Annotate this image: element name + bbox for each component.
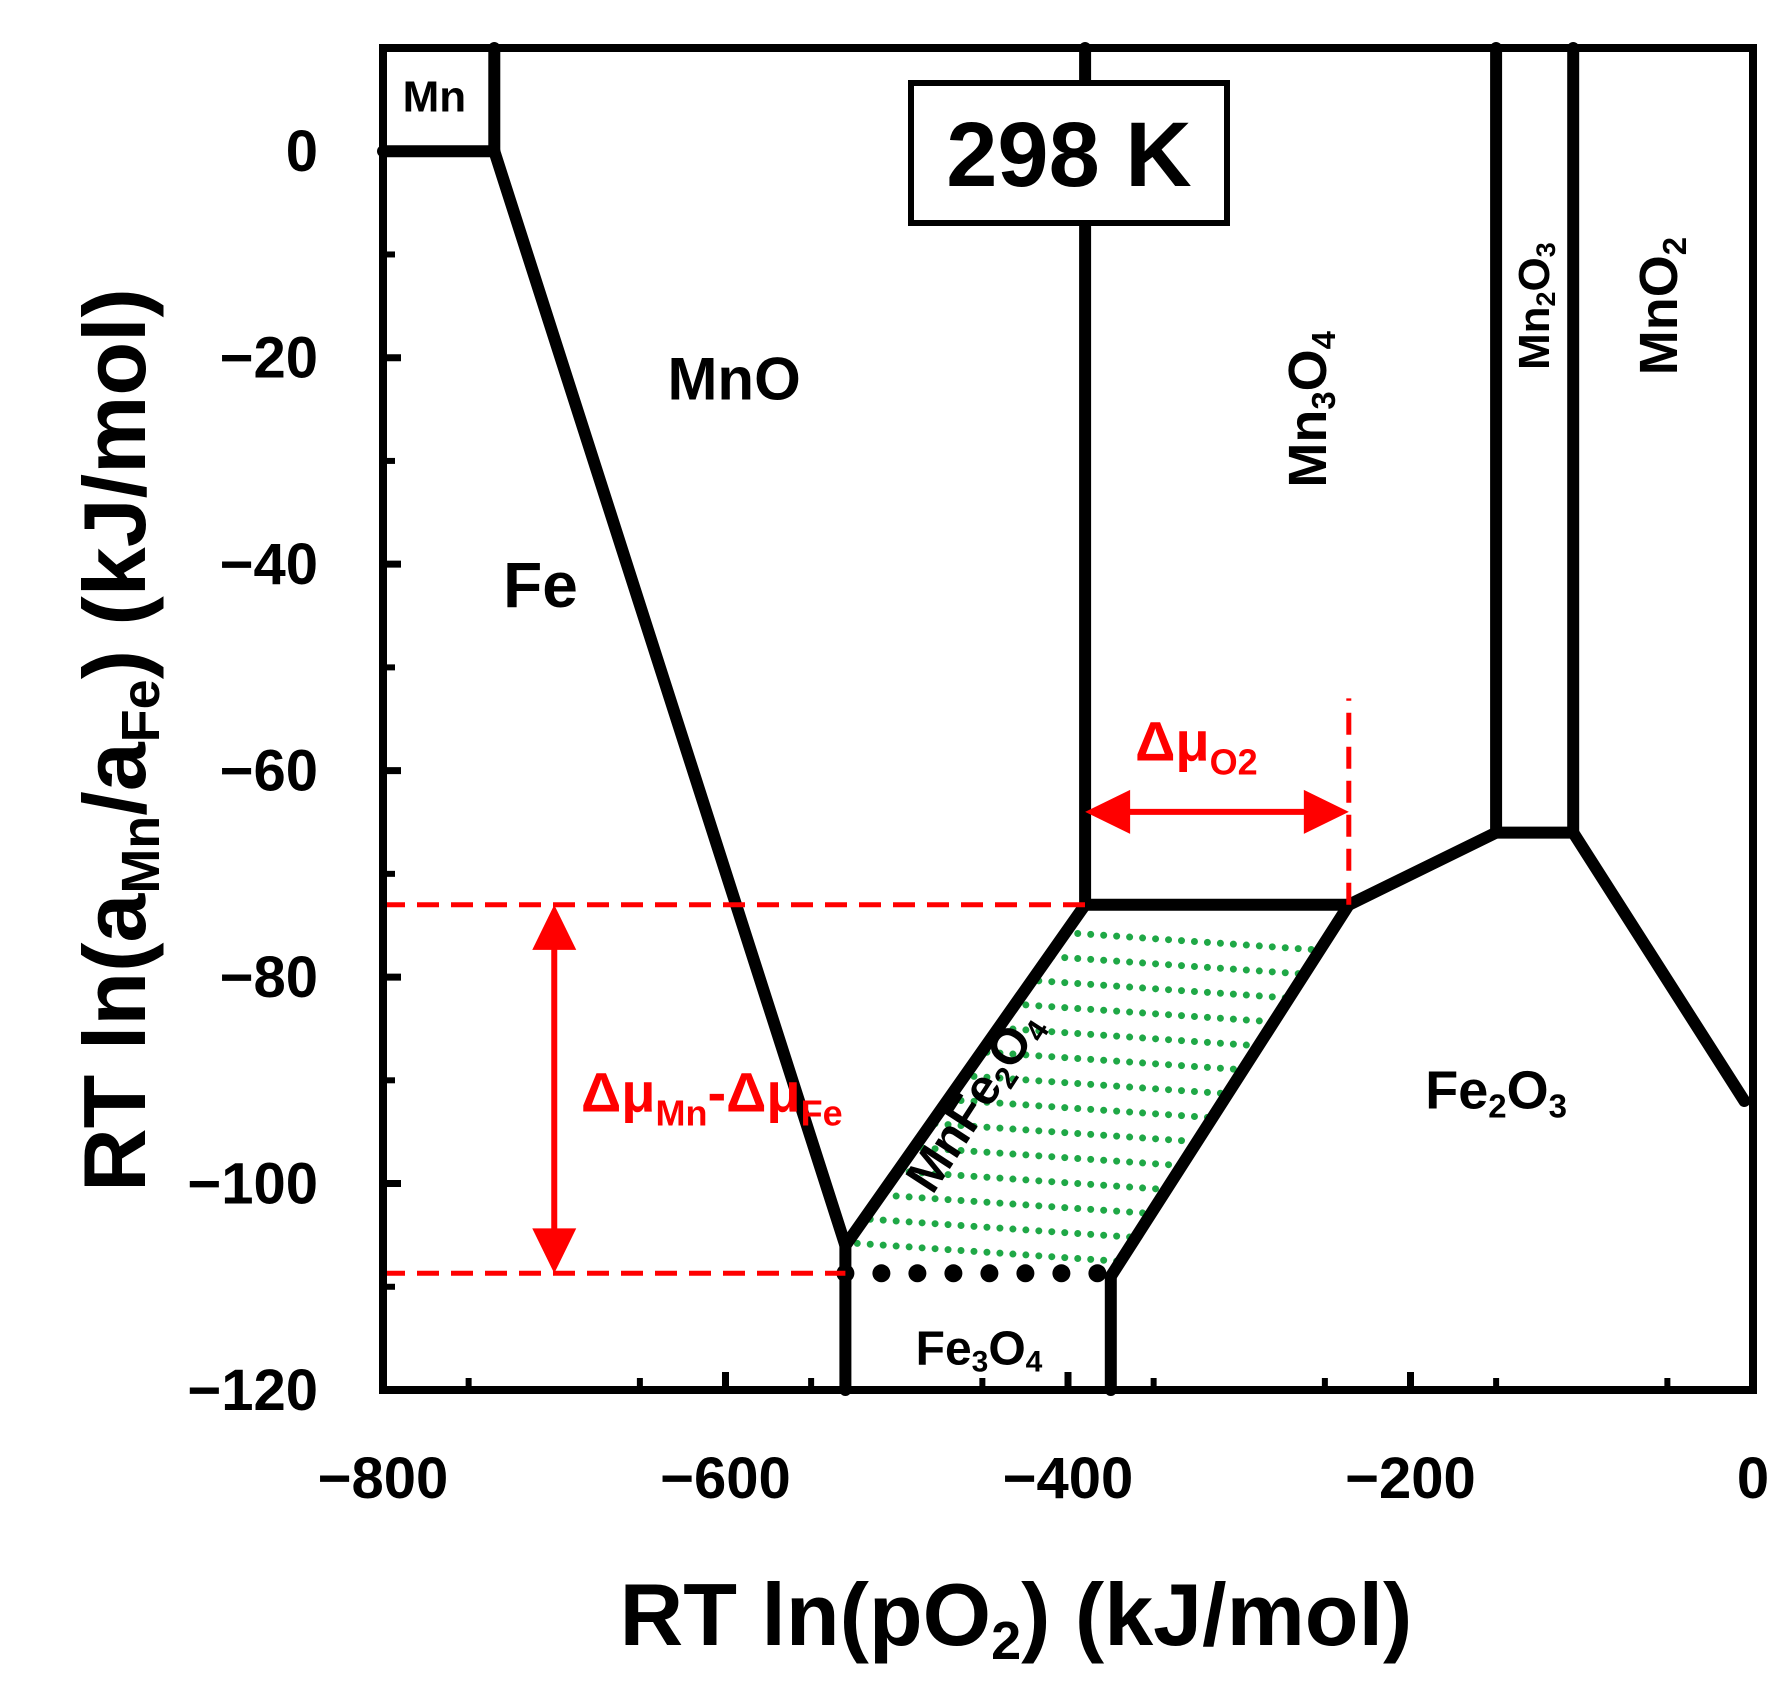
x-tick-label: −800 bbox=[318, 1446, 449, 1511]
phase-label-fe-main: Fe bbox=[503, 549, 578, 621]
phase-label-fe2o3-sub: 2 bbox=[1488, 1087, 1506, 1124]
phase-label-mno2-main: MnO bbox=[1629, 255, 1689, 375]
phase-label-fe2o3-main: Fe bbox=[1425, 1061, 1488, 1121]
phase-label-fe3o4: Fe3O4 bbox=[916, 1322, 1043, 1378]
delta-mu-o2-main: Δμ bbox=[1135, 709, 1210, 772]
delta-mu-fe-main: -Δμ bbox=[707, 1060, 800, 1123]
hatch-dotted-line bbox=[845, 1011, 1349, 1059]
phase-label-fe3o4-sub2: 4 bbox=[1026, 1345, 1043, 1378]
phase-label-mno2: MnO2 bbox=[1629, 237, 1693, 375]
hatch-dotted-line bbox=[845, 1186, 1349, 1234]
delta-mu-mn-sub: Mn bbox=[655, 1092, 707, 1133]
phase-label-fe2o3-tail: O bbox=[1507, 1061, 1549, 1121]
delta-mu-mn-fe-label: ΔμMn-ΔμFe bbox=[581, 1060, 843, 1133]
y-tick-label: 0 bbox=[286, 119, 318, 184]
temperature-label: 298 K bbox=[946, 104, 1192, 206]
phase-label-mn2o3-main: Mn bbox=[1509, 306, 1558, 370]
hatch-dotted-line bbox=[845, 911, 1349, 959]
y-axis-title-p2: /a bbox=[65, 741, 164, 815]
y-tick-label: −20 bbox=[220, 326, 318, 391]
boundary-fe-mno bbox=[488, 145, 852, 1252]
y-axis-title-p1: RT ln(a bbox=[65, 893, 164, 1192]
phase-label-mn2o3-tail: O bbox=[1509, 257, 1558, 291]
delta-mu-mn-fe-arrow-head-end bbox=[532, 1228, 577, 1274]
x-axis-title-sub: 2 bbox=[991, 1611, 1021, 1671]
y-axis-title: RT ln(aMn/aFe) (kJ/mol) bbox=[65, 288, 171, 1192]
x-tick-label: −400 bbox=[1003, 1446, 1134, 1511]
x-tick-label: −200 bbox=[1345, 1446, 1476, 1511]
hatch-dotted-line bbox=[845, 1111, 1349, 1159]
delta-mu-o2-arrow bbox=[1085, 789, 1349, 834]
y-axis-title-s1: Mn bbox=[111, 816, 171, 894]
y-tick-label: −80 bbox=[220, 945, 318, 1010]
delta-mu-o2-sub: O2 bbox=[1210, 741, 1258, 782]
phase-label-mn3o4-main: Mn bbox=[1278, 410, 1338, 488]
phase-label-fe3o4-main: Fe bbox=[916, 1322, 972, 1375]
delta-mu-mn-main: Δμ bbox=[581, 1060, 656, 1123]
x-axis-title: RT ln(pO2) (kJ/mol) bbox=[620, 1565, 1413, 1671]
phase-label-mn2o3-sub: 2 bbox=[1531, 291, 1561, 306]
x-tick-label: 0 bbox=[1737, 1446, 1769, 1511]
phase-label-mnfe2o4: MnFe2O4 bbox=[895, 1000, 1056, 1204]
phase-label-fe2o3: Fe2O3 bbox=[1425, 1061, 1567, 1125]
phase-label-fe: Fe bbox=[503, 549, 578, 621]
phase-label-mn3o4-tail: O bbox=[1278, 349, 1338, 391]
boundary-mn3o4-fe2o3 bbox=[1342, 826, 1503, 911]
y-tick-label: −120 bbox=[187, 1358, 318, 1423]
boundary-mnfe2o4-fe2o3 bbox=[1104, 898, 1355, 1283]
hatch-dotted-line bbox=[845, 1036, 1349, 1084]
phase-label-fe2o3-sub2: 3 bbox=[1549, 1087, 1567, 1124]
phase-label-mn-main: Mn bbox=[403, 72, 467, 121]
delta-mu-mn-fe-arrow-head-start bbox=[532, 904, 577, 950]
phase-label-fe3o4-tail: O bbox=[988, 1322, 1025, 1375]
y-axis-title-s2: Fe bbox=[111, 679, 171, 742]
boundary-mno2-fe2o3 bbox=[1567, 826, 1751, 1107]
delta-mu-fe-sub: Fe bbox=[801, 1092, 843, 1133]
x-tick-label: −600 bbox=[660, 1446, 791, 1511]
x-axis-title-main: RT ln(pO bbox=[620, 1565, 991, 1664]
hatch-dotted-line bbox=[845, 1211, 1349, 1259]
phase-label-fe3o4-sub: 3 bbox=[972, 1345, 989, 1378]
temperature-box: 298 K bbox=[908, 80, 1230, 226]
hatch-dotted-line bbox=[845, 986, 1349, 1034]
phase-label-mn3o4-sub: 3 bbox=[1304, 391, 1341, 409]
phase-label-mno2-sub: 2 bbox=[1655, 237, 1692, 255]
phase-label-mn2o3-sub2: 3 bbox=[1531, 242, 1561, 257]
phase-label-mn2o3: Mn2O3 bbox=[1509, 242, 1561, 370]
x-axis-title-tail: ) (kJ/mol) bbox=[1021, 1565, 1412, 1664]
phase-label-mn3o4: Mn3O4 bbox=[1278, 330, 1342, 487]
phase-label-mnfe2o4-main: MnFe bbox=[895, 1062, 1013, 1202]
boundary-mno-mnfe2o4 bbox=[839, 898, 1092, 1252]
phase-label-mn: Mn bbox=[403, 72, 467, 121]
delta-mu-mn-fe-arrow bbox=[532, 904, 577, 1274]
y-tick-label: −60 bbox=[220, 739, 318, 804]
phase-label-mno-main: MnO bbox=[667, 345, 800, 412]
y-axis-title-p3: ) (kJ/mol) bbox=[65, 288, 164, 679]
y-tick-label: −40 bbox=[220, 532, 318, 597]
phase-label-mn3o4-sub2: 4 bbox=[1304, 330, 1341, 349]
delta-mu-o2-arrow-head-start bbox=[1085, 789, 1131, 834]
hatch-dotted-line bbox=[845, 1061, 1349, 1109]
delta-mu-o2-arrow-head-end bbox=[1303, 789, 1349, 834]
y-tick-label: −100 bbox=[187, 1152, 318, 1217]
delta-mu-o2-label: ΔμO2 bbox=[1135, 709, 1258, 782]
phase-label-mno: MnO bbox=[667, 345, 800, 412]
hatch-dotted-line bbox=[845, 1086, 1349, 1134]
